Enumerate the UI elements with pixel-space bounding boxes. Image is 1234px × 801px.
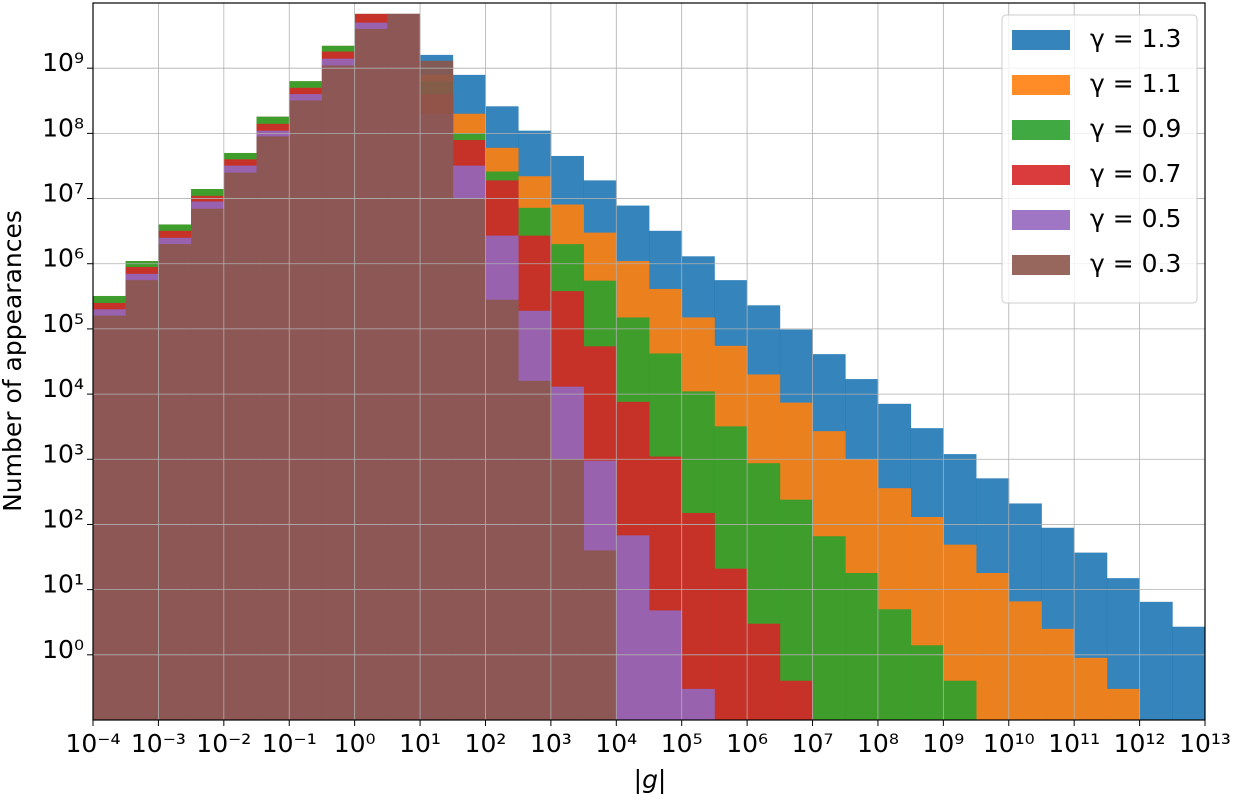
histogram-bar <box>191 208 225 720</box>
x-tick-label: 10⁻¹ <box>262 729 317 758</box>
x-tick-label: 10¹² <box>1114 729 1166 758</box>
legend-label: γ = 1.3 <box>1090 24 1181 53</box>
x-tick-label: 10⁻³ <box>131 729 186 758</box>
histogram-bar <box>583 550 617 720</box>
histogram-bar <box>648 610 683 720</box>
histogram-bar <box>125 280 159 720</box>
x-tick-label: 10³ <box>530 729 572 758</box>
histogram-bar <box>943 680 977 720</box>
histogram-bar <box>681 688 715 720</box>
y-tick-label: 10¹ <box>42 570 84 599</box>
histogram-bar <box>845 572 879 720</box>
y-tick-label: 10⁴ <box>42 374 84 403</box>
x-tick-label: 10² <box>465 729 507 758</box>
histogram-bar <box>1041 628 1075 720</box>
histogram-bar <box>779 680 813 720</box>
histogram-bar <box>1008 601 1042 720</box>
y-tick-label: 10⁰ <box>42 635 84 664</box>
legend-swatch <box>1012 120 1070 140</box>
legend-label: γ = 0.9 <box>1090 114 1181 143</box>
legend-label: γ = 1.1 <box>1090 69 1181 98</box>
x-tick-label: 10⁰ <box>334 729 376 758</box>
histogram-bar <box>616 535 650 720</box>
histogram-bar <box>93 315 127 720</box>
histogram-bar <box>812 536 846 720</box>
legend-swatch <box>1012 75 1070 95</box>
y-tick-label: 10⁵ <box>42 309 84 338</box>
y-tick-label: 10² <box>42 504 84 533</box>
x-tick-label: 10⁵ <box>661 729 703 758</box>
x-tick-label: 10⁷ <box>792 729 834 758</box>
legend-swatch <box>1012 165 1070 185</box>
x-tick-label: 10⁸ <box>857 729 899 758</box>
x-tick-label: 10¹ <box>399 729 441 758</box>
histogram-bar <box>256 136 290 720</box>
histogram-bar <box>1139 601 1173 720</box>
legend-label: γ = 0.5 <box>1090 204 1181 233</box>
y-axis-label: Number of appearances <box>0 210 27 512</box>
histogram-bar <box>1074 657 1108 720</box>
histogram-bar <box>910 645 944 720</box>
histogram-bar <box>714 568 748 720</box>
histogram-bar <box>976 572 1010 720</box>
histogram-bar <box>1172 626 1205 720</box>
x-tick-label: 10¹¹ <box>1048 729 1100 758</box>
histogram-bar <box>354 28 388 720</box>
plot-frame <box>92 2 1206 721</box>
y-tick-label: 10³ <box>42 439 84 468</box>
histogram-bar <box>223 172 257 720</box>
legend-label: γ = 0.7 <box>1090 159 1181 188</box>
legend-swatch <box>1012 210 1070 230</box>
y-tick-label: 10⁸ <box>42 113 84 142</box>
histogram-bar <box>681 512 715 720</box>
plot-area <box>93 13 1205 720</box>
x-tick-label: 10⁻² <box>196 729 251 758</box>
x-tick-label: 10⁶ <box>726 729 768 758</box>
histogram-bar <box>420 60 454 720</box>
y-tick-label: 10⁹ <box>42 48 84 77</box>
histogram-bar <box>485 299 519 720</box>
legend-swatch <box>1012 30 1070 50</box>
y-tick-label: 10⁶ <box>42 244 84 273</box>
histogram-bar <box>877 609 912 720</box>
x-tick-label: 10¹³ <box>1179 729 1231 758</box>
legend-label: γ = 0.3 <box>1090 249 1181 278</box>
legend-swatch <box>1012 255 1070 275</box>
histogram-bar <box>747 623 781 720</box>
x-axis-label: |g| <box>634 765 667 794</box>
x-tick-label: 10¹⁰ <box>983 729 1035 758</box>
histogram-bar <box>387 13 421 720</box>
histogram-bar <box>158 244 192 720</box>
histogram-bar <box>321 65 356 720</box>
histogram-bar <box>518 380 552 720</box>
histogram-bar <box>1106 688 1140 720</box>
x-tick-label: 10⁻⁴ <box>65 729 120 758</box>
x-tick-label: 10⁹ <box>922 729 964 758</box>
histogram-bar <box>289 100 323 720</box>
x-tick-label: 10⁴ <box>595 729 637 758</box>
y-tick-label: 10⁷ <box>42 179 84 208</box>
